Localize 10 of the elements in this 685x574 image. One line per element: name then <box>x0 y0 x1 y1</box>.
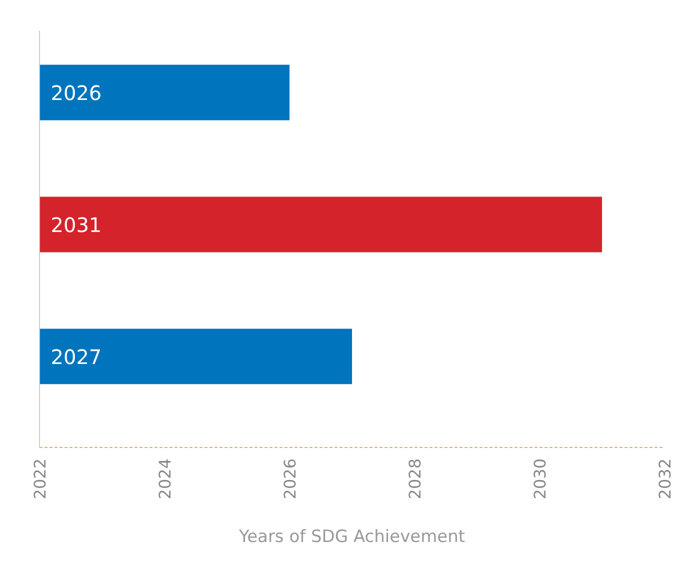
x-axis-title: Years of SDG Achievement <box>238 527 466 548</box>
x-tick-label: 2028 <box>406 458 424 500</box>
data-label: 2026 <box>50 81 102 106</box>
data-label: 2027 <box>50 344 102 369</box>
x-tick-label: 2026 <box>280 458 300 500</box>
x-tick-label: 2030 <box>530 458 550 500</box>
x-tick-label: 2032 <box>656 458 674 500</box>
x-tick-label: 2024 <box>156 458 174 500</box>
x-tick-label: 2022 <box>30 458 50 500</box>
data-label: 2031 <box>50 212 102 237</box>
